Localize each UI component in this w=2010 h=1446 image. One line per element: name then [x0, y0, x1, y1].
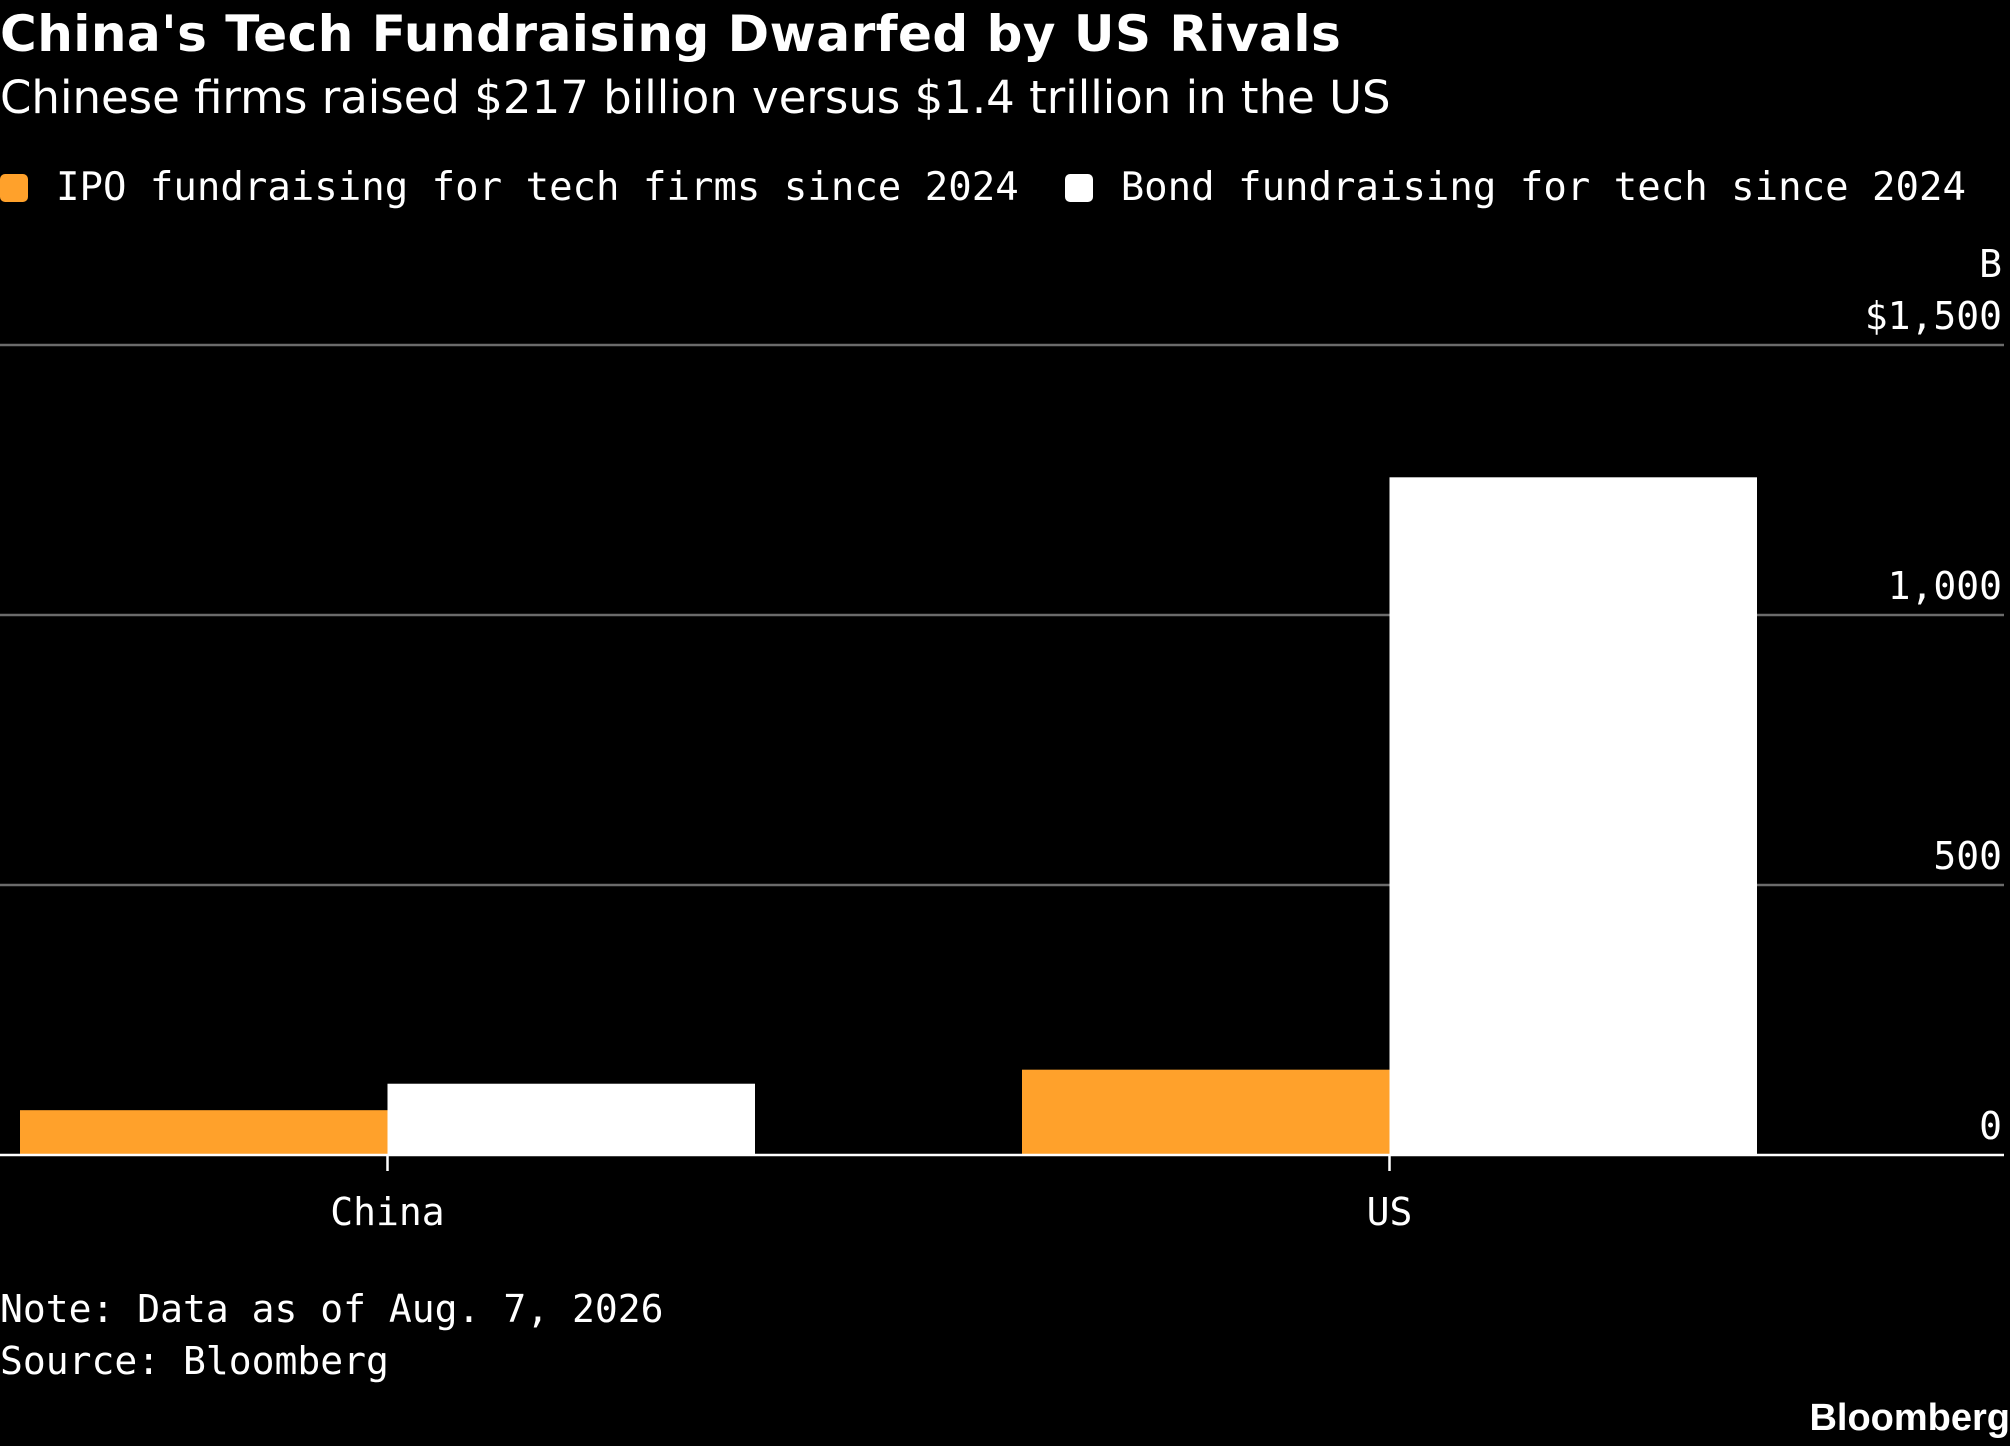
bars: [20, 477, 1757, 1155]
bar-us-ipo: [1022, 1069, 1390, 1155]
y-tick-label: 1,000: [1888, 564, 2002, 608]
legend-label-ipo: IPO fundraising for tech firms since 202…: [56, 165, 1019, 210]
x-tick-label: US: [1367, 1190, 1413, 1234]
legend-item-bond: Bond fundraising for tech since 2024: [1064, 163, 1966, 213]
bar-china-ipo: [20, 1110, 388, 1155]
legend-item-ipo: IPO fundraising for tech firms since 202…: [0, 163, 1019, 213]
y-tick-label: $1,500: [1865, 294, 2002, 338]
y-tick-label: 0: [1979, 1104, 2002, 1148]
bloomberg-logo: Bloomberg: [1809, 1397, 2010, 1439]
legend-swatch-ipo: [0, 174, 28, 202]
chart-subtitle: Chinese firms raised $217 billion versus…: [0, 71, 1391, 124]
chart-legend: IPO fundraising for tech firms since 202…: [0, 158, 2010, 218]
chart-note: Note: Data as of Aug. 7, 2026: [0, 1287, 664, 1331]
chart-source: Source: Bloomberg: [0, 1339, 389, 1383]
axes: 0 500 1,000 $1,500 B China US: [0, 242, 2004, 1234]
y-unit-label: B: [1979, 242, 2002, 286]
legend-label-bond: Bond fundraising for tech since 2024: [1120, 165, 1966, 210]
bar-chart: 0 500 1,000 $1,500 B China US: [0, 242, 2004, 1234]
bar-us-bond: [1389, 477, 1757, 1155]
legend-swatch-bond: [1064, 174, 1093, 202]
x-tick-label: China: [330, 1190, 444, 1234]
bar-china-bond: [387, 1083, 755, 1155]
chart-title: China's Tech Fundraising Dwarfed by US R…: [0, 5, 1342, 63]
y-tick-label: 500: [1933, 834, 2002, 878]
